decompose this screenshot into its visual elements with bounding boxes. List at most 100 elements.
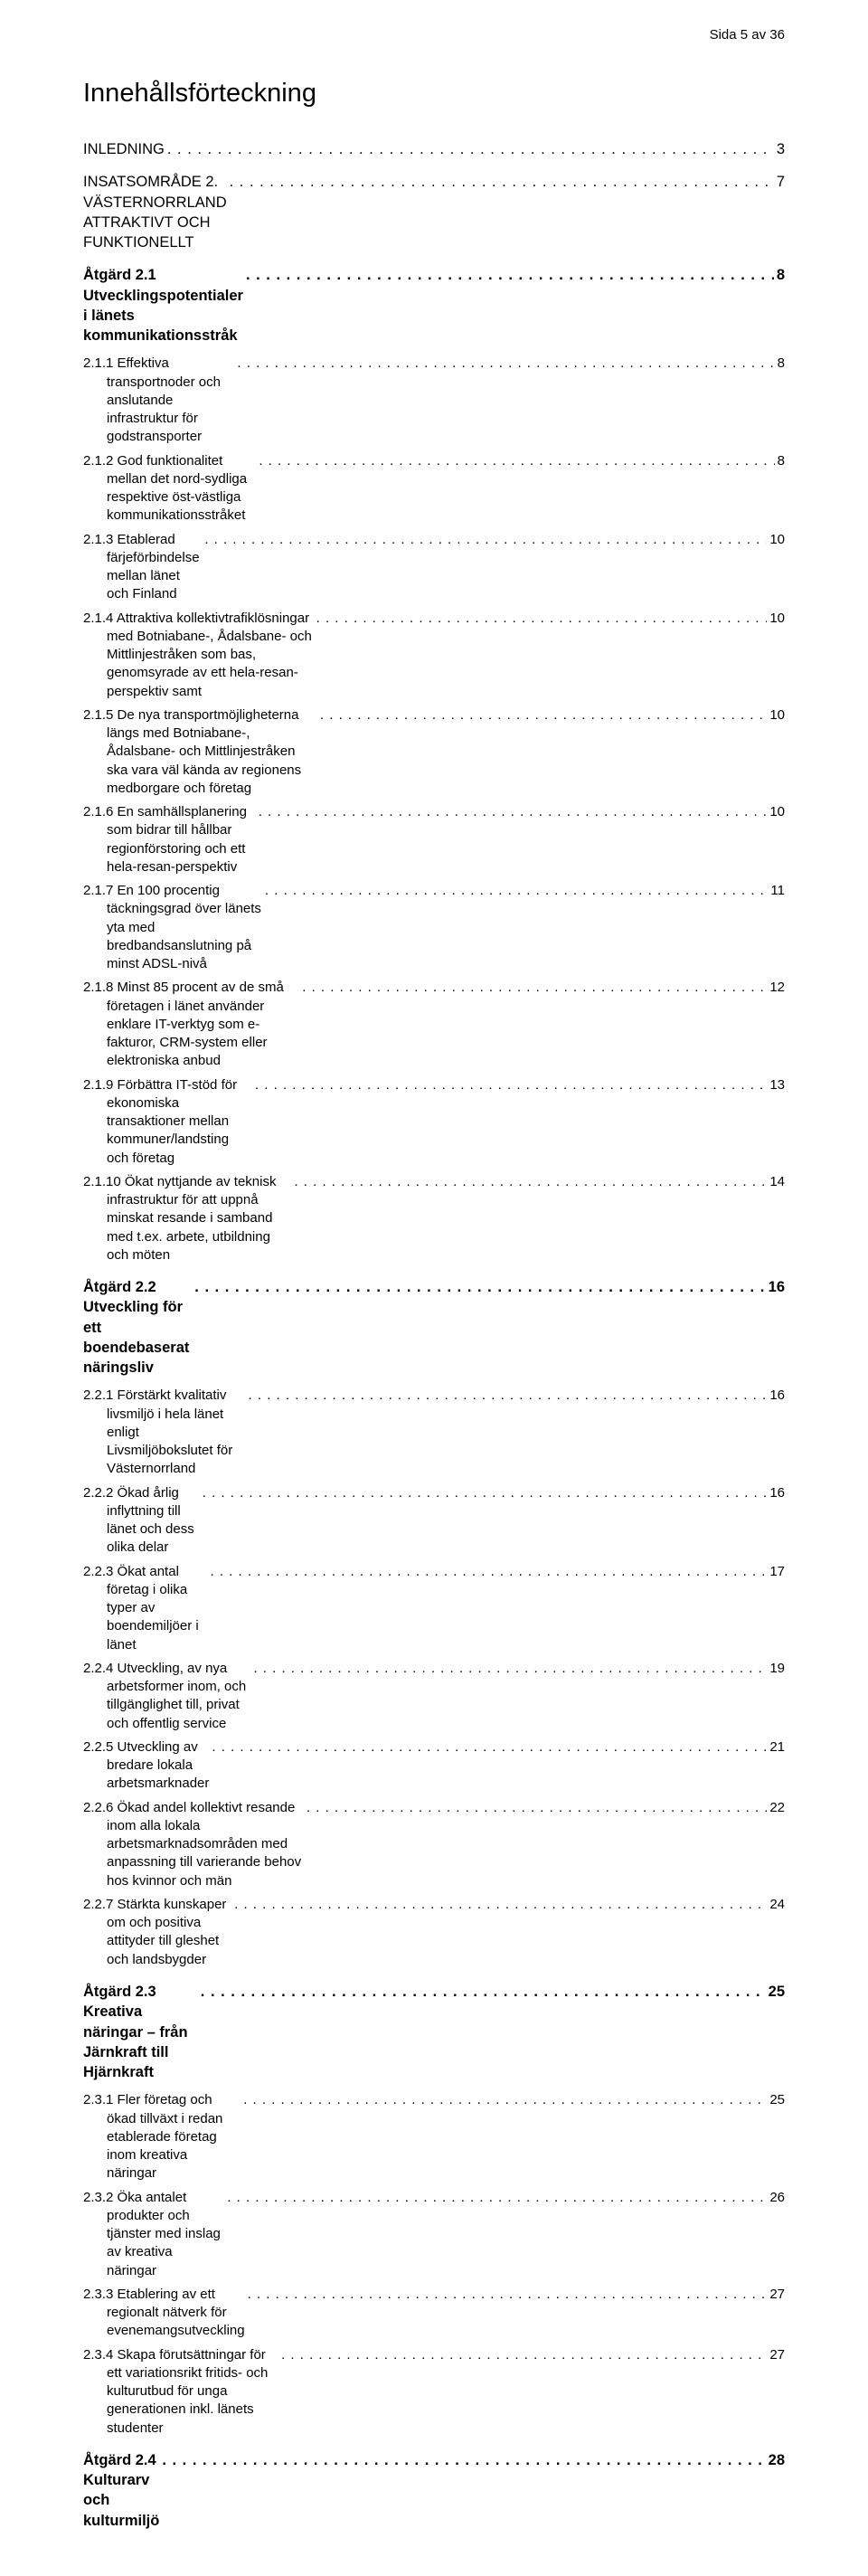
toc-leader-dots: . . . . . . . . . . . . . . . . . . . . … (253, 1660, 767, 1678)
toc-entry-label: 2.2.4 Utveckling, av nya arbetsformer in… (83, 1660, 250, 1733)
toc-leader-dots: . . . . . . . . . . . . . . . . . . . . … (249, 1387, 768, 1405)
toc-entry-page: 11 (770, 882, 785, 900)
toc-leader-dots: . . . . . . . . . . . . . . . . . . . . … (302, 979, 767, 997)
toc-entry-label: INLEDNING (83, 139, 165, 159)
toc-entry[interactable]: Åtgärd 2.3 Kreativa näringar – från Järn… (83, 1982, 785, 2082)
toc-entry[interactable]: 2.2.6 Ökad andel kollektivt resande inom… (83, 1799, 785, 1890)
toc-entry[interactable]: INSATSOMRÅDE 2. VÄSTERNORRLAND ATTRAKTIV… (83, 172, 785, 252)
toc-entry[interactable]: 2.2.1 Förstärkt kvalitativ livsmiljö i h… (83, 1387, 785, 1478)
toc-entry[interactable]: 2.1.5 De nya transportmöjligheterna läng… (83, 706, 785, 798)
toc-leader-dots: . . . . . . . . . . . . . . . . . . . . … (211, 1563, 768, 1581)
toc-entry[interactable]: 2.1.1 Effektiva transportnoder och anslu… (83, 355, 785, 446)
toc-title: Innehållsförteckning (83, 79, 785, 109)
toc-entry[interactable]: 2.3.4 Skapa förutsättningar för ett vari… (83, 2346, 785, 2438)
toc-entry-page: 8 (778, 452, 785, 470)
toc-entry[interactable]: 2.1.2 God funktionalitet mellan det nord… (83, 452, 785, 526)
toc-entry[interactable]: 2.2.7 Stärkta kunskaper om och positiva … (83, 1896, 785, 1969)
page: Sida 5 av 36 Innehållsförteckning INLEDN… (0, 0, 868, 2576)
toc-entry-label: 2.1.10 Ökat nyttjande av teknisk infrast… (83, 1173, 291, 1264)
toc-entry-label: 2.2.7 Stärkta kunskaper om och positiva … (83, 1896, 231, 1969)
toc-entry[interactable]: 2.1.8 Minst 85 procent av de små företag… (83, 979, 785, 1070)
toc-entry[interactable]: 2.1.6 En samhällsplanering som bidrar ti… (83, 803, 785, 876)
toc-entry-label: 2.1.4 Attraktiva kollektivtrafiklösninga… (83, 610, 314, 701)
toc-entry-page: 16 (769, 1484, 785, 1502)
toc-entry[interactable]: Åtgärd 2.1 Utvecklingspotentialer i läne… (83, 265, 785, 346)
toc-entry-label: 2.2.5 Utveckling av bredare lokala arbet… (83, 1738, 209, 1794)
toc-entry-label: INSATSOMRÅDE 2. VÄSTERNORRLAND ATTRAKTIV… (83, 172, 227, 252)
toc-entry[interactable]: 2.3.3 Etablering av ett regionalt nätver… (83, 2286, 785, 2341)
toc-entry[interactable]: Åtgärd 2.2 Utveckling för ett boendebase… (83, 1277, 785, 1378)
toc-entry-label: 2.2.2 Ökad årlig inflyttning till länet … (83, 1484, 200, 1558)
toc-entry-page: 7 (777, 172, 785, 192)
toc-leader-dots: . . . . . . . . . . . . . . . . . . . . … (162, 2450, 765, 2470)
toc-entry-page: 10 (769, 610, 785, 628)
toc-entry-label: 2.3.3 Etablering av ett regionalt nätver… (83, 2286, 245, 2341)
toc-entry-label: Åtgärd 2.4 Kulturarv och kulturmiljö (83, 2450, 159, 2531)
toc-leader-dots: . . . . . . . . . . . . . . . . . . . . … (294, 1173, 767, 1191)
toc-entry-page: 26 (769, 2189, 785, 2207)
toc-entry[interactable]: 2.3.2 Öka antalet produkter och tjänster… (83, 2189, 785, 2280)
toc-entry-label: 2.1.6 En samhällsplanering som bidrar ti… (83, 803, 256, 876)
toc-entry-page: 19 (769, 1660, 785, 1678)
toc-entry-label: 2.2.1 Förstärkt kvalitativ livsmiljö i h… (83, 1387, 246, 1478)
toc-leader-dots: . . . . . . . . . . . . . . . . . . . . … (259, 452, 774, 470)
toc-container: INLEDNING . . . . . . . . . . . . . . . .… (83, 139, 785, 2531)
toc-leader-dots: . . . . . . . . . . . . . . . . . . . . … (281, 2346, 767, 2364)
toc-leader-dots: . . . . . . . . . . . . . . . . . . . . … (320, 706, 767, 724)
toc-entry-page: 25 (769, 1982, 785, 2002)
toc-entry-label: 2.3.1 Fler företag och ökad tillväxt i r… (83, 2091, 241, 2183)
toc-entry[interactable]: 2.1.10 Ökat nyttjande av teknisk infrast… (83, 1173, 785, 1264)
toc-entry[interactable]: 2.1.4 Attraktiva kollektivtrafiklösninga… (83, 610, 785, 701)
toc-leader-dots: . . . . . . . . . . . . . . . . . . . . … (243, 2091, 767, 2109)
toc-entry-label: 2.1.1 Effektiva transportnoder och anslu… (83, 355, 234, 446)
toc-leader-dots: . . . . . . . . . . . . . . . . . . . . … (204, 531, 767, 549)
toc-leader-dots: . . . . . . . . . . . . . . . . . . . . … (201, 1982, 766, 2002)
toc-leader-dots: . . . . . . . . . . . . . . . . . . . . … (230, 172, 774, 192)
toc-entry-page: 3 (777, 139, 785, 159)
toc-leader-dots: . . . . . . . . . . . . . . . . . . . . … (237, 355, 774, 373)
toc-entry-page: 21 (769, 1738, 785, 1757)
toc-entry-label: 2.1.3 Etablerad färjeförbindelse mellan … (83, 531, 202, 604)
toc-entry-page: 25 (769, 2091, 785, 2109)
toc-leader-dots: . . . . . . . . . . . . . . . . . . . . … (316, 610, 768, 628)
toc-entry[interactable]: 2.2.3 Ökat antal företag i olika typer a… (83, 1563, 785, 1654)
toc-leader-dots: . . . . . . . . . . . . . . . . . . . . … (265, 882, 769, 900)
toc-leader-dots: . . . . . . . . . . . . . . . . . . . . … (227, 2189, 767, 2207)
toc-entry[interactable]: 2.1.7 En 100 procentig täckningsgrad öve… (83, 882, 785, 973)
toc-entry-page: 13 (769, 1076, 785, 1094)
toc-leader-dots: . . . . . . . . . . . . . . . . . . . . … (307, 1799, 767, 1817)
toc-leader-dots: . . . . . . . . . . . . . . . . . . . . … (234, 1896, 767, 1914)
toc-entry-page: 16 (769, 1277, 785, 1297)
toc-entry[interactable]: 2.2.4 Utveckling, av nya arbetsformer in… (83, 1660, 785, 1733)
page-header: Sida 5 av 36 (83, 27, 785, 43)
toc-entry-label: 2.3.2 Öka antalet produkter och tjänster… (83, 2189, 224, 2280)
toc-entry[interactable]: 2.1.3 Etablerad färjeförbindelse mellan … (83, 531, 785, 604)
toc-entry-page: 27 (769, 2286, 785, 2304)
toc-entry-label: 2.1.8 Minst 85 procent av de små företag… (83, 979, 299, 1070)
toc-leader-dots: . . . . . . . . . . . . . . . . . . . . … (203, 1484, 768, 1502)
toc-leader-dots: . . . . . . . . . . . . . . . . . . . . … (255, 1076, 767, 1094)
toc-leader-dots: . . . . . . . . . . . . . . . . . . . . … (167, 139, 774, 159)
toc-entry-label: 2.2.6 Ökad andel kollektivt resande inom… (83, 1799, 304, 1890)
toc-entry[interactable]: 2.2.2 Ökad årlig inflyttning till länet … (83, 1484, 785, 1558)
toc-entry-label: 2.1.9 Förbättra IT-stöd för ekonomiska t… (83, 1076, 252, 1168)
toc-entry-label: Åtgärd 2.1 Utvecklingspotentialer i läne… (83, 265, 243, 346)
toc-entry[interactable]: INLEDNING. . . . . . . . . . . . . . . .… (83, 139, 785, 159)
toc-leader-dots: . . . . . . . . . . . . . . . . . . . . … (212, 1738, 767, 1757)
toc-entry-label: 2.1.5 De nya transportmöjligheterna läng… (83, 706, 317, 798)
toc-leader-dots: . . . . . . . . . . . . . . . . . . . . … (259, 803, 768, 821)
toc-entry-page: 8 (777, 265, 785, 285)
toc-entry-label: 2.2.3 Ökat antal företag i olika typer a… (83, 1563, 208, 1654)
toc-leader-dots: . . . . . . . . . . . . . . . . . . . . … (246, 265, 774, 285)
toc-entry[interactable]: Åtgärd 2.4 Kulturarv och kulturmiljö. . … (83, 2450, 785, 2531)
toc-entry[interactable]: 2.3.1 Fler företag och ökad tillväxt i r… (83, 2091, 785, 2183)
toc-entry-page: 27 (769, 2346, 785, 2364)
toc-entry[interactable]: 2.1.9 Förbättra IT-stöd för ekonomiska t… (83, 1076, 785, 1168)
toc-entry[interactable]: 2.2.5 Utveckling av bredare lokala arbet… (83, 1738, 785, 1794)
toc-entry-label: 2.1.2 God funktionalitet mellan det nord… (83, 452, 256, 526)
toc-entry-page: 8 (778, 355, 785, 373)
toc-entry-page: 24 (769, 1896, 785, 1914)
toc-entry-page: 22 (769, 1799, 785, 1817)
toc-leader-dots: . . . . . . . . . . . . . . . . . . . . … (194, 1277, 765, 1297)
toc-entry-label: Åtgärd 2.2 Utveckling för ett boendebase… (83, 1277, 192, 1378)
